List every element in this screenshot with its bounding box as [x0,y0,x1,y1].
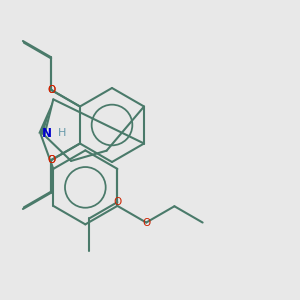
Text: N: N [41,127,51,140]
Text: O: O [142,218,150,227]
Polygon shape [38,99,53,135]
Text: O: O [113,197,122,207]
Text: O: O [47,155,55,165]
Text: H: H [58,128,67,138]
Text: O: O [47,85,55,95]
Text: O: O [47,155,55,165]
Text: O: O [47,85,55,95]
